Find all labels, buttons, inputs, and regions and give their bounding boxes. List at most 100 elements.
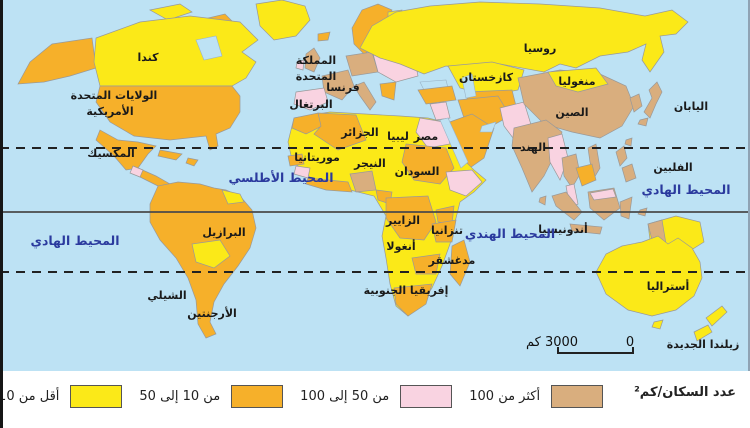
country-ireland — [295, 59, 305, 71]
balkans — [379, 81, 397, 101]
country-alaska — [17, 37, 97, 85]
label-algeria: الجزائر — [341, 126, 379, 140]
country-zaire — [385, 195, 437, 241]
country-senegal — [287, 153, 305, 167]
arctic-island — [148, 3, 193, 21]
label-mauritania: موريتانيا — [294, 151, 340, 165]
nz-south-island — [693, 324, 713, 342]
caspian-sea — [461, 73, 477, 99]
country-thailand — [561, 153, 581, 189]
country-australia — [595, 235, 703, 317]
label-south-africa: إفريقيا الجنوبية — [363, 284, 449, 298]
label-argentina: الأرجنتين — [187, 307, 237, 321]
country-south-africa — [393, 283, 433, 317]
philippines-south — [621, 163, 637, 183]
label-sudan: السودان — [394, 165, 440, 179]
country-guatemala — [129, 165, 144, 178]
label-russia: روسيا — [523, 42, 557, 56]
country-algeria — [313, 112, 367, 151]
country-japan — [643, 81, 663, 119]
red-sea — [439, 117, 469, 169]
levant — [429, 101, 451, 121]
map-frame-right — [748, 0, 750, 371]
scalebar-distance-label: 3000 كم — [525, 334, 579, 350]
label-egypt: مصر — [413, 130, 439, 144]
label-canada: كندا — [137, 51, 159, 65]
label-angola: أنغولا — [386, 240, 416, 254]
legend-label: أكثر من 100 — [469, 389, 541, 404]
country-sumatra — [551, 191, 583, 221]
label-uk-line1: المملكة — [295, 54, 337, 68]
legend-swatch-pink — [400, 385, 453, 408]
country-italy — [353, 81, 377, 111]
label-mongolia: منغوليا — [558, 75, 596, 89]
label-mexico: المكسيك — [87, 147, 135, 161]
legend-label: أقل من 10 — [0, 389, 60, 404]
west-africa-coast — [305, 177, 353, 193]
label-china: الصين — [555, 106, 589, 120]
label-kazakhstan: كازخستان — [459, 71, 513, 85]
country-cuba — [157, 149, 183, 161]
country-korea — [629, 93, 643, 113]
map-canvas: كندا الولايات المتحدة الأمريكية المكسيك … — [0, 0, 750, 372]
nz-north-island — [705, 305, 728, 327]
legend-label: من 50 إلى 100 — [300, 389, 390, 404]
country-vietnam — [587, 143, 601, 179]
legend-title: عدد السكان/كم² — [634, 385, 736, 400]
country-egypt — [415, 117, 451, 149]
country-uk — [304, 47, 321, 73]
legend-swatch-orange — [231, 385, 284, 408]
legend-swatch-tan — [551, 385, 604, 408]
country-mongolia — [547, 67, 609, 93]
label-niger: النيجر — [354, 157, 386, 171]
legend-swatch-yellow — [70, 385, 123, 408]
map-legend: عدد السكان/كم² أكثر من 100 من 50 إلى 100… — [0, 371, 750, 428]
label-india: الهند — [519, 141, 547, 155]
label-pacific-ocean-east: المحيط الهادي — [641, 182, 731, 198]
legend-label: من 10 إلى 50 — [139, 389, 221, 404]
japan-south-island — [637, 117, 649, 127]
label-indonesia: أندونيسيا — [538, 223, 588, 237]
malaysia-borneo — [589, 188, 617, 201]
legend-item-less-than-10: أقل من 10 — [0, 385, 123, 408]
country-zambia — [411, 253, 441, 275]
label-madagascar: مدغشقر — [428, 254, 476, 268]
label-pacific-ocean-west: المحيط الهادي — [30, 233, 120, 249]
label-philippines: الفلبين — [653, 161, 693, 175]
country-sulawesi — [619, 196, 633, 220]
country-greenland — [255, 0, 311, 41]
label-zaire: الزايير — [386, 214, 420, 228]
iberia — [293, 87, 329, 111]
scalebar-tick-left — [557, 347, 559, 353]
label-chile: الشيلي — [147, 289, 187, 303]
page-edge-left — [0, 0, 3, 428]
scalebar-line — [557, 352, 634, 354]
country-sri-lanka — [538, 195, 547, 206]
country-taiwan — [624, 137, 633, 147]
country-madagascar — [449, 239, 471, 287]
persian-gulf — [479, 121, 497, 133]
label-australia: أستراليا — [646, 280, 690, 294]
country-cambodia — [575, 163, 597, 187]
caribbean-island — [185, 157, 199, 167]
legend-item-10-to-50: من 10 إلى 50 — [139, 385, 284, 408]
country-guyana — [221, 189, 245, 205]
label-usa-line1: الولايات المتحدة — [70, 89, 158, 103]
country-bolivia — [191, 239, 231, 269]
label-new-zealand: زيلندا الجديدة — [666, 338, 740, 352]
country-sudan — [401, 143, 455, 185]
label-libya: ليبيا — [387, 130, 409, 144]
label-uk-line2: المتحدة — [295, 70, 337, 84]
country-ethiopia — [445, 169, 483, 197]
country-tasmania — [651, 319, 664, 330]
scalebar-tick-right — [632, 347, 634, 353]
label-indian-ocean: المحيط الهندي — [464, 226, 556, 242]
country-russia — [359, 1, 689, 75]
label-atlantic-ocean: المحيط الأطلسي — [228, 170, 334, 186]
country-java — [569, 223, 603, 235]
label-tanzania: تنزانيا — [431, 224, 463, 238]
label-brazil: البرازيل — [202, 226, 246, 240]
country-morocco — [291, 112, 323, 135]
label-portugal: البرتغال — [289, 98, 333, 112]
